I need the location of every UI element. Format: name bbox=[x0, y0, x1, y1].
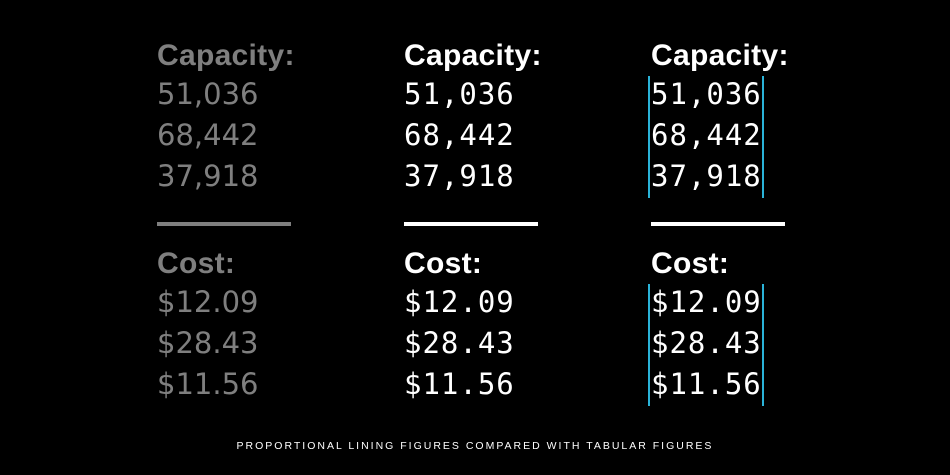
tabular-figures-guided-column: Capacity: 51,036 68,442 37,918 Cost: $12… bbox=[648, 38, 891, 406]
capacity-value: 37,918 bbox=[651, 159, 762, 193]
cost-value: $28.43 bbox=[157, 326, 259, 360]
cost-heading: Cost: bbox=[157, 247, 236, 280]
capacity-value: 51,036 bbox=[651, 77, 762, 111]
cost-heading: Cost: bbox=[404, 247, 483, 280]
tabular-figures-column: Capacity: 51,036 68,442 37,918 Cost: $12… bbox=[404, 38, 644, 405]
cost-value: $12.09 bbox=[651, 285, 762, 319]
capacity-block: Capacity: 51,036 68,442 37,918 bbox=[157, 38, 397, 197]
capacity-value: 51,036 bbox=[157, 77, 259, 111]
cost-block: Cost: $12.09 $28.43 $11.56 bbox=[404, 246, 644, 405]
cost-value: $11.56 bbox=[404, 367, 515, 401]
cost-block: Cost: $12.09 $28.43 $11.56 bbox=[648, 246, 891, 406]
cost-value: $12.09 bbox=[157, 285, 259, 319]
cost-heading: Cost: bbox=[651, 247, 730, 280]
left-alignment-guide bbox=[648, 76, 650, 198]
capacity-value: 68,442 bbox=[157, 118, 259, 152]
divider-rule bbox=[157, 222, 291, 226]
capacity-value: 37,918 bbox=[157, 159, 259, 193]
capacity-block: Capacity: 51,036 68,442 37,918 bbox=[648, 38, 891, 198]
cost-value: $11.56 bbox=[651, 367, 762, 401]
cost-value: $11.56 bbox=[157, 367, 259, 401]
capacity-heading: Capacity: bbox=[404, 39, 542, 72]
capacity-value: 37,918 bbox=[404, 159, 515, 193]
cost-value: $28.43 bbox=[651, 326, 762, 360]
cost-block: Cost: $12.09 $28.43 $11.56 bbox=[157, 246, 397, 405]
caption: PROPORTIONAL LINING FIGURES COMPARED WIT… bbox=[236, 440, 714, 452]
left-alignment-guide bbox=[648, 284, 650, 406]
proportional-figures-column: Capacity: 51,036 68,442 37,918 Cost: $12… bbox=[157, 38, 397, 405]
capacity-block: Capacity: 51,036 68,442 37,918 bbox=[404, 38, 644, 197]
capacity-value: 68,442 bbox=[404, 118, 515, 152]
capacity-value: 51,036 bbox=[404, 77, 515, 111]
capacity-value: 68,442 bbox=[651, 118, 762, 152]
capacity-heading: Capacity: bbox=[651, 39, 789, 72]
divider-rule bbox=[651, 222, 785, 226]
cost-value: $28.43 bbox=[404, 326, 515, 360]
right-alignment-guide bbox=[762, 284, 764, 406]
right-alignment-guide bbox=[762, 76, 764, 198]
cost-value: $12.09 bbox=[404, 285, 515, 319]
divider-rule bbox=[404, 222, 538, 226]
capacity-heading: Capacity: bbox=[157, 39, 295, 72]
